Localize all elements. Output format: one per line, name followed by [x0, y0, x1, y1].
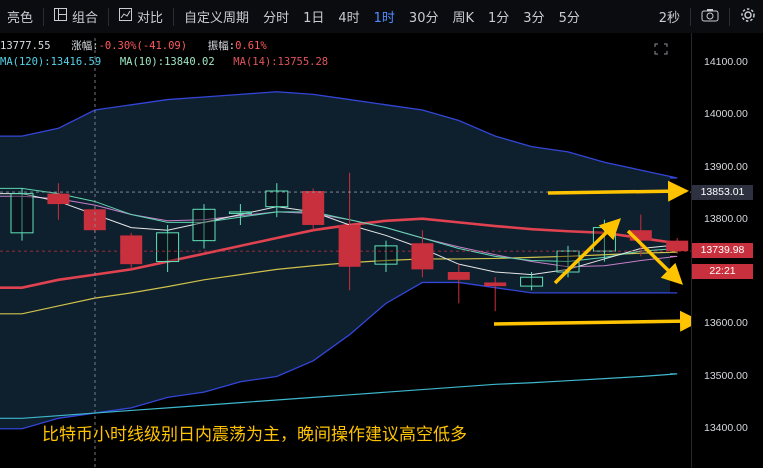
ma120-value: MA(120):13416.59 [0, 56, 102, 68]
candle-body-up [192, 208, 216, 242]
period-tab-5m[interactable]: 5分 [552, 0, 587, 33]
divider [729, 7, 730, 26]
period-tab-1m[interactable]: 1分 [481, 0, 516, 33]
period-tab-1h[interactable]: 1时 [367, 0, 402, 33]
period-label: 3分 [523, 11, 545, 26]
toolbar-right: 2秒 [652, 0, 763, 33]
candle-body-down [47, 193, 70, 205]
candle-body-down [302, 191, 325, 225]
period-label: 30分 [408, 11, 439, 26]
period-label: 1时 [373, 11, 395, 26]
change-label: 涨幅: [71, 40, 99, 52]
period-tab-week[interactable]: 周K [445, 0, 481, 33]
divider [173, 7, 175, 26]
camera-icon [701, 8, 719, 26]
analysis-caption: 比特币小时线级别日内震荡为主，晚间操作建议高空低多 [42, 425, 467, 445]
candle-body-down [484, 282, 507, 287]
amplitude-label: 振幅: [207, 40, 236, 52]
price-axis-label: 13600.00 [704, 317, 748, 330]
ma-legend: MA(120):13416.59 MA(10):13840.02 MA(14):… [0, 56, 328, 68]
period-tab-timeshare[interactable]: 分时 [256, 0, 296, 33]
toolbar-label-custom-period: 自定义周期 [184, 11, 250, 26]
divider [690, 7, 691, 26]
compare-button[interactable]: 对比 [112, 0, 170, 33]
layout-button[interactable]: 组合 [47, 0, 105, 33]
gear-icon [740, 7, 756, 27]
refresh-interval[interactable]: 2秒 [652, 0, 687, 33]
candle-body-down [411, 243, 434, 270]
bollinger-lower-line [0, 281, 678, 430]
period-label: 5分 [558, 11, 580, 26]
period-label: 分时 [263, 11, 290, 26]
fullscreen-icon[interactable] [654, 40, 668, 55]
candle-body-down [629, 230, 652, 241]
price-axis-label: 14000.00 [704, 108, 748, 121]
theme-toggle-button[interactable]: 亮色 [0, 0, 40, 33]
period-label: 4时 [338, 11, 360, 26]
period-tab-30m[interactable]: 30分 [402, 0, 446, 33]
candle-body-up [228, 211, 252, 214]
candle-body-up [10, 193, 34, 234]
last-price-tag: 13739.98 [692, 243, 753, 258]
close-price: 13777.55 [0, 40, 51, 52]
ma10-value: MA(10):13840.02 [119, 56, 215, 68]
ma14-value: MA(14):13755.28 [233, 56, 329, 68]
arrow-down-move [626, 229, 683, 285]
price-info-line: 13777.55 涨幅:-0.30%(-41.09) 振幅:0.61% [0, 38, 267, 53]
candle-body-up [265, 190, 289, 208]
refresh-label: 2秒 [658, 11, 680, 26]
toolbar-label-theme: 亮色 [7, 11, 34, 26]
arrow-resistance [547, 180, 689, 202]
bollinger-upper-line [0, 91, 678, 179]
kline-chart[interactable] [0, 33, 691, 468]
candle-body-down [338, 224, 361, 267]
arrow-up-move [553, 218, 621, 285]
candle-body-up [520, 276, 544, 287]
price-axis-label: 13900.00 [704, 160, 748, 173]
crosshair-price-tag: 13853.01 [692, 185, 753, 200]
period-label: 周K [452, 11, 474, 26]
divider [43, 7, 45, 26]
arrow-support [493, 310, 691, 332]
custom-period-dropdown[interactable]: 自定义周期 [177, 0, 256, 33]
period-tab-4h[interactable]: 4时 [331, 0, 366, 33]
price-axis-label: 13500.00 [704, 369, 748, 382]
candle-body-down [447, 272, 470, 280]
screenshot-button[interactable] [694, 0, 726, 33]
price-axis-label: 13800.00 [704, 212, 748, 225]
candle-body-down [120, 235, 143, 265]
divider [108, 7, 110, 26]
period-label: 1日 [303, 11, 325, 26]
candle-body-up [374, 245, 398, 265]
period-tab-1d[interactable]: 1日 [296, 0, 331, 33]
period-label: 1分 [488, 11, 510, 26]
candle-body-up [592, 227, 616, 252]
change-value: -0.30%(-41.09) [98, 40, 188, 52]
toolbar-label-compare: 对比 [137, 11, 164, 26]
countdown-tag: 22:21 [692, 264, 753, 279]
price-axis-label: 13400.00 [704, 421, 748, 434]
toolbar-label-layout: 组合 [72, 11, 99, 26]
settings-button[interactable] [733, 0, 763, 33]
ma120-line [0, 373, 678, 419]
price-axis-label: 14100.00 [704, 56, 748, 68]
candle-body-up [156, 232, 180, 263]
amplitude-value: 0.61% [235, 40, 267, 52]
chart-toolbar: 亮色 组合 对比 自定义周期 分时 1日 4时 1时 30分 周K 1分 3分 … [0, 0, 763, 33]
compare-icon [119, 8, 133, 25]
candle-body-down [666, 240, 689, 252]
layout-icon [54, 8, 68, 25]
period-tab-3m[interactable]: 3分 [516, 0, 551, 33]
